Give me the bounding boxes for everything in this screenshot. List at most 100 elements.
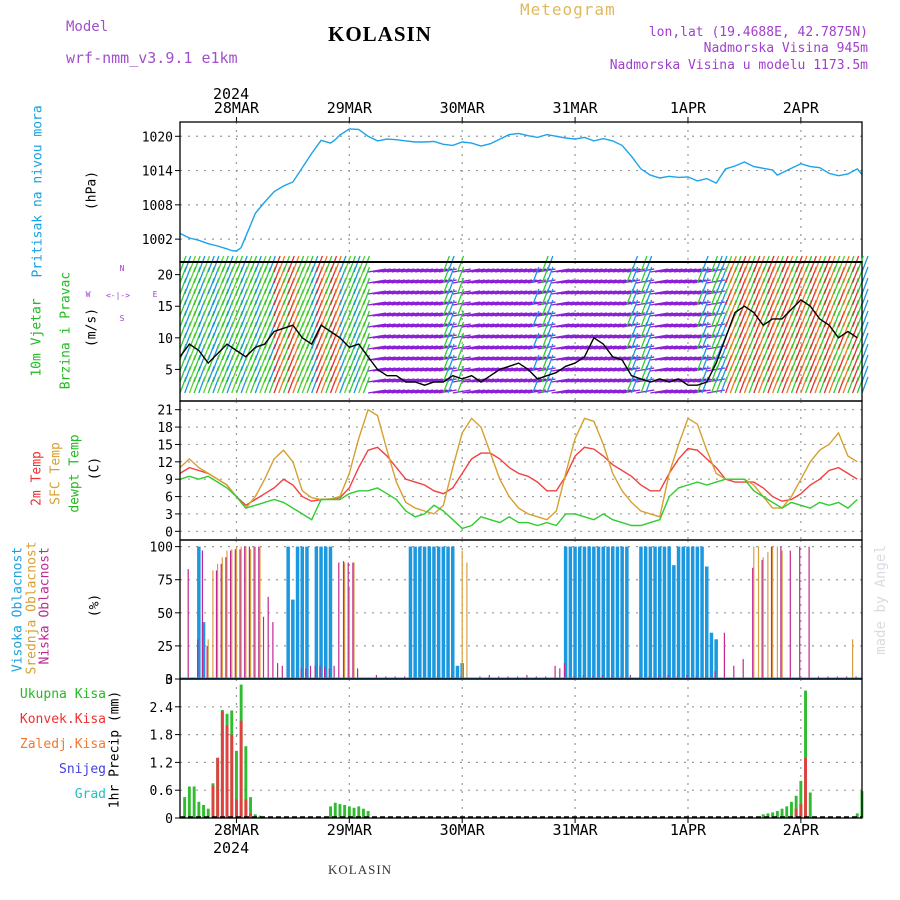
wind-barb xyxy=(650,389,669,394)
wind-barb xyxy=(386,312,406,317)
wind-barb xyxy=(589,268,608,273)
wind-barb xyxy=(513,367,533,372)
wind-barb xyxy=(386,356,406,361)
wind-barb xyxy=(353,255,361,273)
wind-barb xyxy=(861,343,869,361)
wind-barb xyxy=(701,310,709,328)
wind-barb xyxy=(382,323,401,328)
wind-barb xyxy=(678,268,697,273)
wind-barb xyxy=(546,321,554,339)
wind-barb xyxy=(861,310,869,328)
wind-barb xyxy=(683,268,702,273)
precip-bar xyxy=(855,813,859,818)
wind-barb xyxy=(645,321,653,339)
cloud-bar xyxy=(601,546,605,679)
wind-barb xyxy=(579,312,598,317)
wind-barb xyxy=(692,389,711,394)
cloud-bar xyxy=(658,546,662,679)
precip-bar xyxy=(329,806,332,818)
precip-ytick-label: 0 xyxy=(165,812,173,827)
wind-barb xyxy=(400,301,420,306)
wind-barb xyxy=(382,356,401,361)
pressure-frame xyxy=(179,121,863,263)
wind-barb xyxy=(476,367,495,372)
wind-barb xyxy=(372,334,391,339)
wind-barb xyxy=(372,367,391,372)
wind-barb xyxy=(480,323,500,328)
wind-barb xyxy=(296,255,305,273)
wind-barb xyxy=(509,345,528,350)
wind-barb xyxy=(654,268,674,273)
wind-barb xyxy=(664,345,683,350)
wind-barb xyxy=(546,255,554,273)
wind-barb xyxy=(523,367,542,372)
wind-barb xyxy=(377,290,396,295)
wind-barb xyxy=(593,268,613,273)
precip-bar xyxy=(216,757,220,818)
wind-barb xyxy=(391,301,410,306)
cloud-bar xyxy=(187,569,189,679)
wind-barb xyxy=(499,323,518,328)
wind-barb xyxy=(504,389,523,394)
wind-barb xyxy=(603,301,622,306)
wind-barb xyxy=(701,332,709,350)
wind-barb xyxy=(603,367,622,372)
wind-barb xyxy=(466,378,486,383)
wind-barb xyxy=(499,367,518,372)
wind-barb xyxy=(654,389,674,394)
wind-barb xyxy=(654,356,674,361)
wind-barb xyxy=(485,290,504,295)
cloud-bar xyxy=(422,546,427,679)
wind-barb xyxy=(184,255,192,273)
wind-barb xyxy=(405,334,424,339)
cloud-bar xyxy=(436,546,441,679)
wind-barb xyxy=(362,288,371,306)
wind-barb xyxy=(372,389,391,394)
wind-barb xyxy=(424,279,443,284)
cloud-bar xyxy=(761,559,763,679)
wind-barb xyxy=(650,367,669,372)
cloud-bar xyxy=(667,675,669,679)
wind-barb xyxy=(462,345,481,350)
wind-barb xyxy=(560,290,580,295)
wind-barb xyxy=(630,321,639,339)
wind-barb xyxy=(509,290,528,295)
wind-barb xyxy=(701,288,709,306)
wind-barb xyxy=(456,376,465,394)
wind-barb xyxy=(415,378,434,383)
wind-barb xyxy=(217,255,225,273)
cloud-bar xyxy=(245,546,247,679)
wind-barb xyxy=(584,345,603,350)
wind-barb xyxy=(476,356,495,361)
wind-barb xyxy=(518,334,537,339)
wind-barb xyxy=(447,288,455,306)
time-label-bottom: 28MAR xyxy=(214,821,260,839)
wind-barb xyxy=(447,255,455,273)
wind-barb xyxy=(701,321,709,339)
cloud-bar xyxy=(324,667,326,679)
wind-barb xyxy=(683,312,702,317)
wind-barb xyxy=(249,255,258,273)
cloud-bar xyxy=(461,550,463,679)
wind-barb xyxy=(579,334,598,339)
wind-barb xyxy=(701,277,709,295)
wind-barb xyxy=(490,312,509,317)
wind-barb xyxy=(669,389,688,394)
wind-barb xyxy=(292,255,300,273)
wind-barb xyxy=(593,279,613,284)
wind-barb xyxy=(226,255,234,273)
temperature-line xyxy=(179,446,858,507)
wind-barb xyxy=(372,356,391,361)
wind-barb xyxy=(757,255,766,273)
cloud-bar xyxy=(250,549,252,679)
wind-barb xyxy=(212,255,220,273)
precip-bar xyxy=(780,808,784,818)
wind-barb xyxy=(683,378,702,383)
wind-barb xyxy=(673,301,692,306)
cloud-bar xyxy=(300,668,302,679)
wind-barb xyxy=(659,367,678,372)
wind-barb xyxy=(462,334,481,339)
wind-barb xyxy=(546,343,554,361)
wind-barb xyxy=(405,279,424,284)
wind-barb xyxy=(462,323,481,328)
